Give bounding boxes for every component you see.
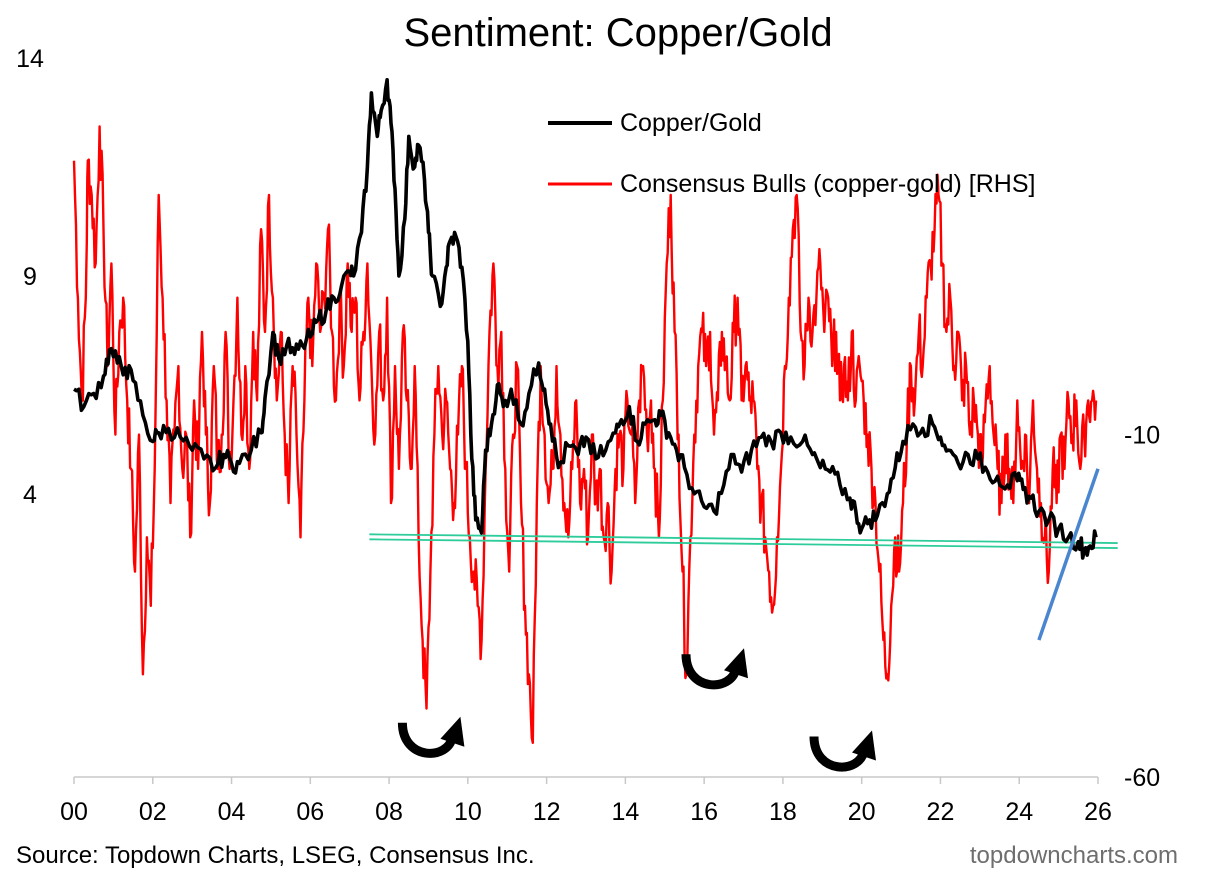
trend-line-blue [1037, 468, 1100, 641]
series-line-copper-gold [73, 78, 1098, 560]
x-tick-label-00: 00 [60, 798, 88, 826]
chart-title: Sentiment: Copper/Gold [403, 11, 832, 55]
x-tick-label-14: 14 [611, 798, 639, 826]
y-left-tick-label-9: 9 [23, 263, 37, 291]
support-line-2 [369, 538, 1118, 549]
x-tick-label-16: 16 [690, 798, 718, 826]
turn-arrow-head [852, 730, 876, 761]
x-tick-label-10: 10 [454, 798, 482, 826]
legend: Copper/Gold Consensus Bulls (copper-gold… [548, 109, 1035, 198]
turn-arrow-head [440, 716, 465, 747]
x-tick-label-08: 08 [375, 798, 403, 826]
turn-arrow-icon [397, 716, 465, 758]
y-left-tick-label-4: 4 [23, 481, 37, 509]
source-note: Source: Topdown Charts, LSEG, Consensus … [16, 842, 535, 869]
series-line-consensus-bulls [72, 125, 1098, 744]
y-right-tick-label--10: -10 [1124, 422, 1160, 450]
turn-arrow-icon [681, 648, 748, 690]
y-left-tick-label-14: 14 [16, 45, 44, 73]
x-tick-label-12: 12 [533, 798, 561, 826]
turn-arrow-head [724, 648, 748, 679]
turn-arrow-curve [809, 736, 869, 772]
y-right-tick-label--60: -60 [1124, 764, 1160, 792]
brand-watermark: topdowncharts.com [970, 842, 1178, 869]
x-tick-label-06: 06 [296, 798, 324, 826]
x-tick-label-04: 04 [218, 798, 246, 826]
legend-label-copper-gold: Copper/Gold [620, 109, 762, 137]
legend-label-consensus-bulls: Consensus Bulls (copper-gold) [RHS] [620, 170, 1035, 198]
turn-arrow-icon [809, 730, 876, 772]
plot-area: 00 02 04 06 08 10 12 14 16 18 20 22 24 26 14 9 4 -10 -60 [16, 45, 1160, 826]
x-tick-label-02: 02 [139, 798, 167, 826]
x-tick-label-22: 22 [927, 798, 955, 826]
support-line-1 [369, 533, 1118, 544]
x-tick-label-20: 20 [848, 798, 876, 826]
x-tick-label-24: 24 [1005, 798, 1033, 826]
turn-arrow-curve [681, 653, 741, 690]
turn-arrow-curve [397, 722, 457, 758]
x-tick-label-26: 26 [1084, 798, 1112, 826]
x-tick-label-18: 18 [769, 798, 797, 826]
